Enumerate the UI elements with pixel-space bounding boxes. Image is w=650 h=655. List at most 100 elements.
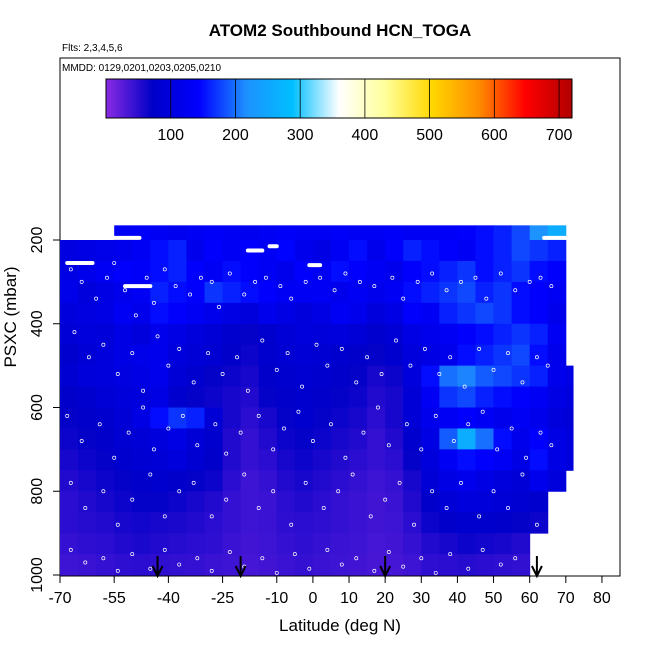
heatmap-cell	[78, 386, 97, 408]
data-point	[339, 346, 344, 351]
heatmap-cell	[547, 323, 567, 346]
heatmap-cell	[168, 449, 187, 471]
heatmap-cell	[349, 386, 368, 408]
heatmap-cell	[96, 344, 115, 367]
heatmap-cell	[493, 240, 513, 262]
heatmap-cell	[457, 512, 476, 534]
heatmap-cell	[186, 365, 206, 388]
data-point	[404, 422, 409, 427]
heatmap-cell	[475, 386, 495, 408]
heatmap-cell	[367, 281, 386, 304]
data-point	[444, 506, 449, 510]
heatmap-cell	[312, 365, 332, 388]
heatmap-cell	[439, 512, 458, 534]
data-point	[130, 552, 135, 557]
heatmap-cell	[349, 428, 368, 450]
colorbar-tick-label: 500	[416, 127, 443, 144]
data-point	[325, 363, 330, 368]
heatmap-cell	[529, 407, 549, 429]
data-point	[484, 296, 489, 301]
heatmap-cell	[60, 240, 79, 262]
colorbar-tick-label: 300	[287, 127, 314, 144]
data-point	[354, 556, 359, 561]
heatmap-cell	[421, 533, 440, 555]
data-point	[419, 447, 424, 452]
data-point	[357, 279, 362, 284]
data-point	[224, 497, 229, 502]
colorbar: 100 200 300 400 500 600 700	[105, 78, 573, 144]
heatmap-cell	[511, 323, 531, 346]
data-point	[538, 430, 543, 435]
data-point	[433, 570, 438, 575]
heatmap-cell	[511, 225, 531, 241]
heatmap-cell	[367, 449, 386, 471]
data-point	[336, 489, 341, 494]
heatmap-cell	[114, 512, 133, 534]
colorbar-tick-label: 700	[546, 127, 573, 144]
data-point	[307, 566, 312, 571]
heatmap-cell	[150, 365, 169, 388]
flight-arrow-head	[234, 565, 247, 579]
data-point	[292, 552, 297, 557]
data-point	[227, 550, 232, 554]
heatmap-cell	[294, 491, 314, 513]
data-point	[310, 439, 315, 443]
heatmap-cell	[529, 365, 549, 388]
heatmap-cell	[312, 225, 332, 241]
heatmap-cell	[294, 386, 314, 408]
heatmap-cell	[114, 302, 133, 325]
heatmap-cell	[114, 449, 133, 471]
heatmap-cell	[493, 554, 513, 576]
heatmap-cell	[385, 260, 404, 283]
data-point	[451, 439, 456, 443]
heatmap-cell	[529, 449, 549, 471]
data-point	[329, 422, 333, 427]
data-point	[101, 489, 106, 494]
heatmap-cell	[330, 407, 350, 429]
heatmap-cell	[511, 407, 531, 429]
heatmap-cell	[150, 428, 169, 450]
data-point	[155, 334, 160, 339]
heatmap-cell	[547, 365, 567, 388]
y-tick-label: 1000	[29, 557, 46, 593]
heatmap-cell	[457, 386, 476, 408]
data-point	[383, 497, 388, 502]
heatmap-cell	[96, 302, 115, 325]
heatmap-cell	[547, 428, 567, 450]
heatmap-cell	[78, 407, 97, 429]
heatmap-cell	[240, 302, 260, 325]
heatmap-cell	[168, 302, 187, 325]
heatmap-cell	[511, 386, 531, 408]
heatmap-cell	[493, 428, 513, 450]
heatmap-cell	[258, 470, 278, 492]
heatmap-cell	[547, 302, 567, 325]
data-point	[462, 384, 467, 389]
data-point	[361, 430, 366, 435]
heatmap-cell	[114, 470, 133, 492]
heatmap-cell	[511, 491, 531, 513]
heatmap-cell	[385, 281, 404, 304]
data-point	[289, 522, 294, 527]
heatmap-cell	[439, 407, 458, 429]
heatmap-cell	[493, 323, 513, 346]
data-point	[466, 422, 471, 427]
colorbar-tick-label: 100	[157, 127, 184, 144]
data-point	[542, 552, 547, 557]
heatmap-cell	[403, 323, 422, 346]
heatmap-cell	[204, 365, 224, 388]
data-point	[213, 422, 218, 427]
heatmap-cell	[240, 344, 260, 367]
heatmap-cell	[330, 428, 350, 450]
x-tick-label: -70	[48, 590, 71, 607]
data-point	[209, 568, 214, 573]
heatmap-cell	[511, 260, 531, 283]
heatmap-cell	[276, 260, 296, 283]
heatmap-cell	[367, 386, 386, 408]
heatmap-cell	[475, 240, 495, 262]
heatmap-cell	[114, 491, 133, 513]
data-point	[133, 313, 138, 318]
heatmap-cell	[132, 554, 151, 576]
data-point	[126, 430, 131, 435]
heatmap-cell	[78, 512, 97, 534]
data-point	[372, 284, 377, 289]
